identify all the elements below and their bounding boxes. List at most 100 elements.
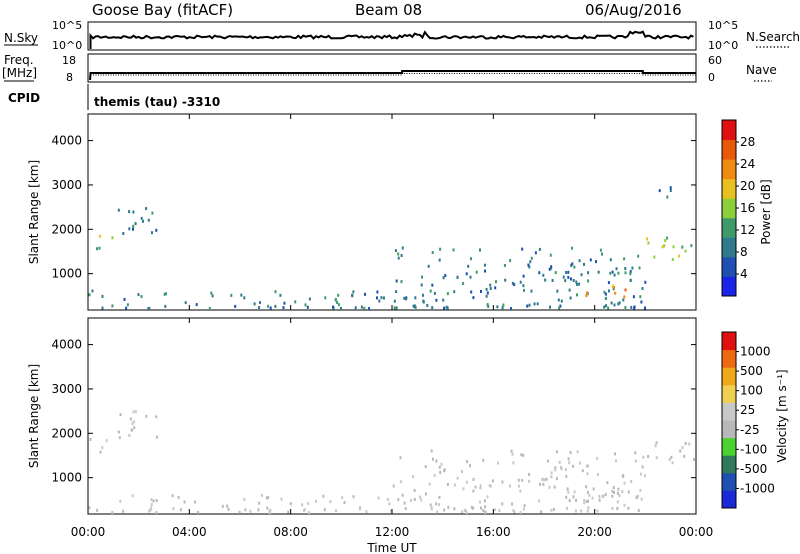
data-cell — [585, 464, 588, 468]
data-cell — [672, 245, 675, 249]
data-cell — [210, 291, 213, 295]
data-cell — [616, 507, 619, 510]
colorbar-swatch — [722, 120, 736, 141]
data-cell — [446, 306, 449, 310]
data-cell — [550, 475, 553, 479]
data-cell — [623, 295, 626, 299]
data-cell — [117, 208, 120, 212]
data-cell — [401, 246, 404, 250]
data-cell — [122, 509, 125, 513]
data-cell — [543, 478, 546, 482]
data-cell — [472, 296, 475, 300]
data-cell — [523, 504, 526, 508]
data-cell — [668, 458, 671, 461]
data-cell — [522, 284, 525, 288]
data-cell — [99, 234, 102, 238]
nsky-tick-bottom: 10^0 — [52, 39, 82, 52]
data-cell — [587, 279, 590, 283]
data-cell — [440, 462, 443, 466]
data-cell — [598, 498, 601, 502]
data-cell — [155, 415, 158, 419]
nsky-series-line — [89, 30, 694, 49]
data-cell — [390, 509, 393, 513]
xtick-label: 20:00 — [577, 525, 612, 539]
data-cell — [596, 473, 599, 476]
data-cell — [567, 457, 570, 461]
data-cell — [644, 280, 647, 284]
data-cell — [654, 444, 657, 448]
data-cell — [315, 499, 317, 503]
data-cell — [470, 257, 472, 261]
data-cell — [613, 303, 616, 307]
data-cell — [647, 241, 650, 245]
data-cell — [631, 266, 634, 270]
data-cell — [432, 457, 434, 461]
freq-label: Freq. — [4, 53, 34, 67]
data-cell — [426, 304, 429, 307]
data-cell — [501, 502, 504, 506]
data-cell — [661, 245, 664, 249]
data-cell — [485, 287, 488, 291]
data-cell — [422, 293, 424, 297]
data-cell — [132, 210, 135, 214]
data-cell — [211, 294, 214, 298]
data-cell — [194, 500, 196, 504]
data-cell — [410, 498, 412, 502]
data-cell — [365, 510, 368, 514]
data-cell — [234, 304, 237, 308]
data-cell — [465, 272, 468, 276]
data-cell — [395, 279, 398, 283]
colorbar-tick-label: 25 — [740, 403, 755, 417]
data-cell — [177, 495, 180, 499]
data-cell — [267, 496, 270, 500]
data-cell — [603, 290, 606, 294]
colorbar-swatch — [722, 402, 736, 421]
data-cell — [96, 247, 98, 251]
data-cell — [465, 480, 468, 484]
data-cell — [671, 461, 674, 465]
data-cell — [550, 471, 553, 475]
data-cell — [519, 510, 522, 514]
data-cell — [624, 271, 627, 275]
data-cell — [472, 489, 475, 493]
data-cell — [570, 263, 573, 267]
data-cell — [512, 461, 515, 465]
data-cell — [443, 306, 446, 310]
ytick-label: 4000 — [51, 338, 82, 352]
data-cell — [558, 460, 561, 464]
data-cell — [230, 293, 233, 297]
data-cell — [503, 264, 506, 267]
data-cell — [337, 293, 340, 297]
data-cell — [480, 290, 482, 293]
data-cell — [419, 495, 422, 499]
velocity-colorbar-label: Velocity [m s⁻¹] — [775, 369, 789, 462]
data-cell — [640, 497, 643, 501]
data-cell — [542, 273, 545, 277]
data-cell — [111, 511, 114, 515]
data-cell — [461, 470, 464, 473]
data-cell — [132, 410, 135, 414]
nave-tick-top: 60 — [708, 54, 722, 67]
data-cell — [588, 493, 591, 497]
data-cell — [538, 247, 541, 251]
data-cell — [510, 449, 513, 453]
data-cell — [688, 442, 691, 446]
data-cell — [123, 297, 126, 301]
data-cell — [586, 291, 588, 295]
data-cell — [613, 491, 615, 494]
data-cell — [585, 499, 588, 503]
data-cell — [641, 287, 644, 290]
data-cell — [431, 283, 434, 287]
data-cell — [308, 511, 311, 515]
data-cell — [578, 282, 581, 286]
data-cell — [424, 465, 427, 469]
data-cell — [609, 258, 612, 262]
data-cell — [289, 502, 292, 506]
data-cell — [479, 248, 481, 252]
data-cell — [586, 472, 589, 476]
data-cell — [583, 262, 585, 266]
data-cell — [142, 219, 144, 223]
data-cell — [528, 303, 531, 307]
data-cell — [376, 296, 378, 300]
data-cell — [413, 489, 416, 492]
